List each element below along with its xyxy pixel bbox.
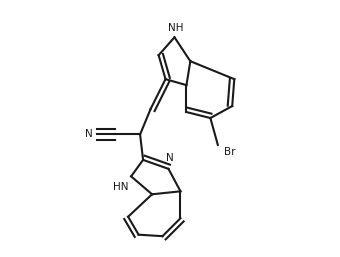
Text: HN: HN xyxy=(113,182,128,192)
Text: Br: Br xyxy=(224,148,235,158)
Text: N: N xyxy=(166,153,174,163)
Text: NH: NH xyxy=(168,23,184,33)
Text: N: N xyxy=(85,130,93,140)
